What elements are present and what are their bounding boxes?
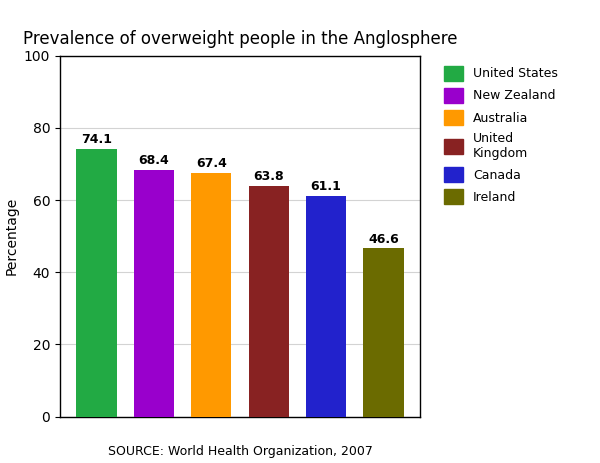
Legend: United States, New Zealand, Australia, United
Kingdom, Canada, Ireland: United States, New Zealand, Australia, U…	[440, 62, 562, 208]
Text: 63.8: 63.8	[253, 170, 284, 183]
Y-axis label: Percentage: Percentage	[4, 197, 19, 275]
Title: Prevalence of overweight people in the Anglosphere: Prevalence of overweight people in the A…	[23, 31, 457, 49]
Bar	[364, 249, 404, 417]
Text: 68.4: 68.4	[139, 154, 169, 167]
Text: SOURCE: World Health Organization, 2007: SOURCE: World Health Organization, 2007	[107, 445, 373, 458]
Bar	[134, 169, 174, 417]
Text: 67.4: 67.4	[196, 157, 227, 170]
Text: 74.1: 74.1	[81, 133, 112, 146]
Text: 46.6: 46.6	[368, 232, 399, 245]
Bar	[76, 149, 116, 417]
Bar	[306, 196, 346, 417]
Bar	[248, 186, 289, 417]
Text: 61.1: 61.1	[311, 180, 341, 193]
Bar	[191, 173, 232, 417]
